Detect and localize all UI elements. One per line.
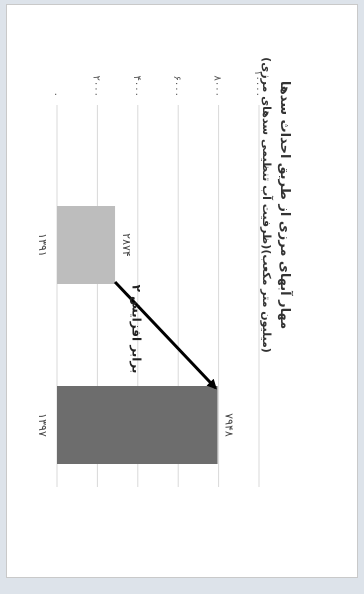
category-label: ۱۳۹۷ bbox=[36, 413, 49, 437]
bar bbox=[57, 386, 218, 464]
y-tick-label: ۸۰۰۰ bbox=[212, 76, 223, 97]
annotation-label: ۲ برابر افزایش bbox=[129, 285, 143, 374]
data-label: ۷۹۴۸ bbox=[223, 413, 236, 437]
chart-title: مهار آبهای مرزی از طریق احداث سدها bbox=[277, 81, 294, 329]
bar bbox=[56, 206, 116, 284]
y-tick-label: ۱۰۰۰۰ bbox=[252, 70, 263, 97]
chart-subtitle: (ظرفیت آب تنظیمی سدهای مرزی)(میلیون متر … bbox=[260, 57, 274, 353]
chart-svg: مهار آبهای مرزی از طریق احداث سدها (ظرفی… bbox=[36, 57, 294, 487]
annotation-group: ۲ برابر افزایش bbox=[113, 280, 217, 390]
y-axis-ticks: ۰ ۲۰۰۰ ۴۰۰۰ ۶۰۰۰ ۸۰۰۰ ۱۰۰۰۰ bbox=[50, 70, 263, 97]
y-tick-label: ۰ bbox=[50, 92, 61, 97]
y-tick-label: ۶۰۰۰ bbox=[171, 76, 182, 97]
category-label: ۱۳۹۱ bbox=[36, 233, 49, 257]
y-tick-label: ۴۰۰۰ bbox=[131, 76, 142, 97]
bars: ۲۸۷۴ ۱۳۹۱ ۷۹۴۸ ۱۳۹۷ bbox=[36, 206, 236, 464]
data-label: ۲۸۷۴ bbox=[120, 233, 133, 257]
chart-card: مهار آبهای مرزی از طریق احداث سدها (ظرفی… bbox=[6, 4, 358, 578]
y-tick-label: ۲۰۰۰ bbox=[90, 76, 101, 97]
increase-arrow bbox=[113, 280, 217, 390]
